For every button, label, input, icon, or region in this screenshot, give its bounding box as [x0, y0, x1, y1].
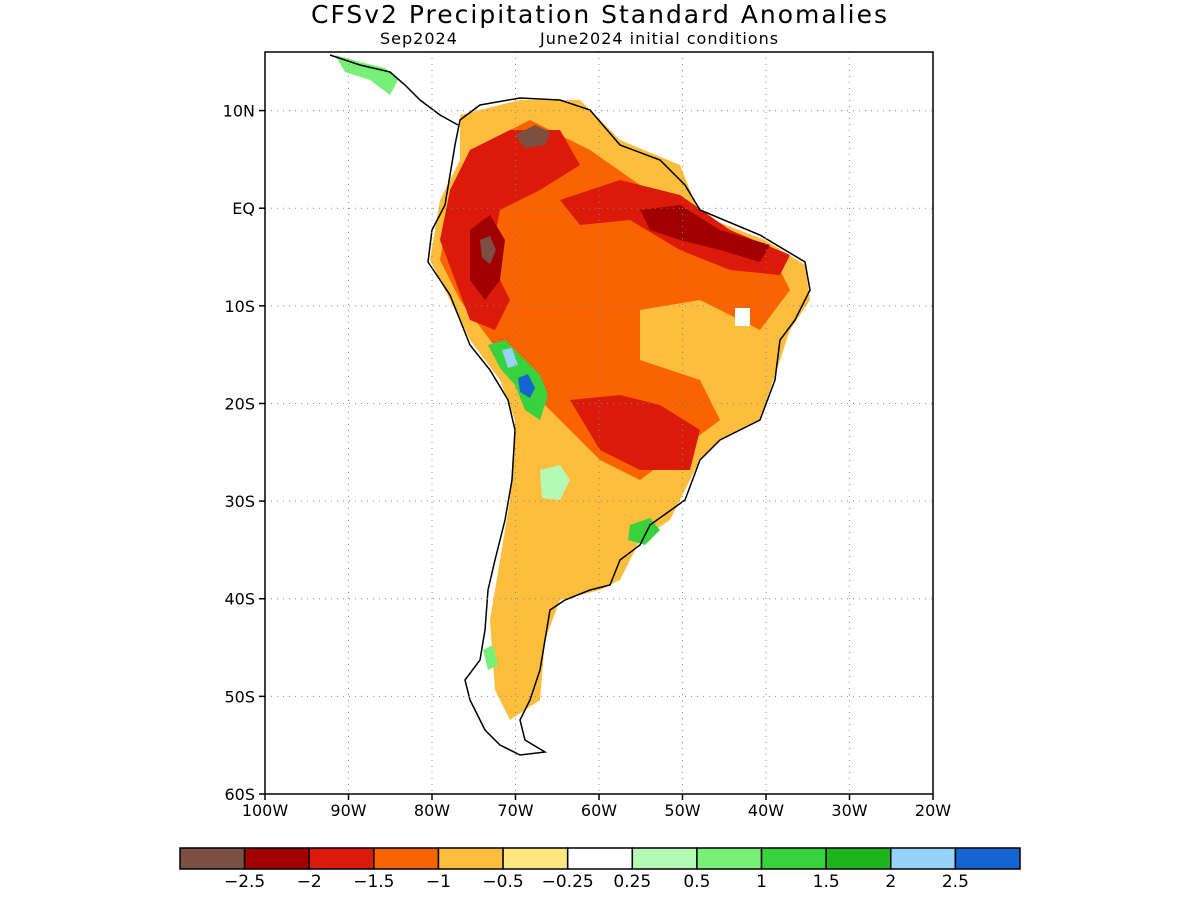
colorbar-swatch	[566, 847, 634, 870]
longitude-axis: 100W 90W 80W 70W 60W 50W 40W 30W 20W	[242, 794, 951, 820]
colorbar-label: 2.5	[942, 872, 969, 892]
anomaly-region-green-uruguay	[628, 518, 660, 545]
central-america-coastline	[329, 54, 459, 126]
anomaly-region-dark-red	[640, 205, 770, 262]
colorbar-swatch	[437, 847, 504, 870]
anomaly-region-light-blue	[502, 348, 518, 368]
lon-tick-label: 70W	[497, 801, 533, 820]
lat-tick-label: 10N	[223, 102, 255, 121]
anomaly-field-layer	[335, 55, 810, 720]
colorbar-label: −1.5	[353, 872, 394, 892]
anomaly-region-white-brazil	[735, 308, 750, 326]
chart-title: CFSv2 Precipitation Standard Anomalies	[310, 0, 889, 29]
colorbar-swatch	[308, 847, 375, 870]
lat-tick-label: 60S	[224, 785, 255, 804]
colorbar-label: 2	[885, 872, 896, 892]
anomaly-region-orange	[440, 120, 790, 480]
anomaly-region-brown	[515, 125, 550, 148]
colorbar-swatch	[179, 847, 246, 870]
lat-tick-label: 40S	[224, 590, 255, 609]
colorbar-label: −0.25	[542, 872, 594, 892]
lon-tick-label: 90W	[330, 801, 366, 820]
anomaly-region-blue	[518, 374, 535, 398]
anomaly-region-green-central-america	[335, 55, 398, 95]
initial-conditions-label: June2024 initial conditions	[540, 29, 780, 48]
lon-tick-label: 50W	[664, 801, 700, 820]
lat-tick-label: 30S	[224, 492, 255, 511]
anomaly-region-brown-andes	[480, 236, 496, 264]
lon-tick-label: 60W	[581, 801, 617, 820]
colorbar-swatch	[954, 847, 1021, 870]
colorbar-swatch	[631, 847, 698, 870]
colorbar-label: −2.5	[224, 872, 265, 892]
south-america-coastline	[427, 97, 811, 756]
lat-tick-label: 10S	[224, 297, 255, 316]
colorbar-label: −1	[426, 872, 451, 892]
forecast-month: Sep2024	[380, 29, 458, 48]
colorbar-label: −0.5	[482, 872, 523, 892]
colorbar-swatch	[373, 847, 440, 870]
colorbar-swatch	[696, 847, 763, 870]
colorbar: −2.5 −2 −1.5 −1 −0.5 −0.25 0.25 0.5 1 1.5 2 2.5	[179, 847, 1021, 892]
colorbar-label: 0.25	[613, 872, 651, 892]
anomaly-region-green-patagonia	[483, 645, 498, 670]
lon-tick-label: 40W	[748, 801, 784, 820]
latitude-axis: 10N EQ 10S 20S 30S 40S 50S 60S	[223, 102, 265, 804]
lon-tick-label: 100W	[242, 801, 289, 820]
colorbar-swatch	[243, 847, 310, 870]
lon-tick-label: 30W	[831, 801, 867, 820]
coastline-layer	[329, 54, 811, 756]
lat-tick-label: 50S	[224, 687, 255, 706]
colorbar-label: −2	[297, 872, 322, 892]
colorbar-swatch	[890, 847, 957, 870]
anomaly-region-light-green	[540, 465, 570, 500]
colorbar-swatch	[825, 847, 892, 870]
lat-tick-label: 20S	[224, 394, 255, 413]
lat-tick-label: EQ	[232, 199, 255, 218]
colorbar-label: 1.5	[813, 872, 840, 892]
anomaly-region-green	[488, 340, 548, 420]
colorbar-label: 1	[756, 872, 767, 892]
anomaly-region-red-chaco	[570, 395, 700, 470]
lon-tick-label: 20W	[915, 801, 951, 820]
colorbar-swatch	[502, 847, 569, 870]
colorbar-label: 0.5	[683, 872, 710, 892]
colorbar-swatch	[760, 847, 827, 870]
lon-tick-label: 80W	[414, 801, 450, 820]
